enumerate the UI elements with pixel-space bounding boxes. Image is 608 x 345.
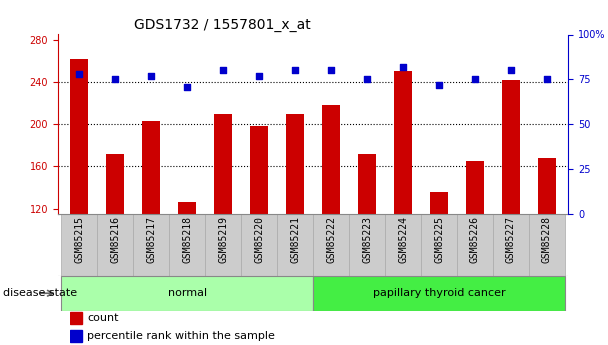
Bar — [142, 121, 161, 214]
Point — [218, 68, 228, 73]
Point — [147, 73, 156, 79]
Bar — [61, 214, 97, 276]
Bar — [178, 202, 196, 214]
Bar — [394, 71, 412, 214]
Bar — [97, 214, 133, 276]
Bar — [71, 59, 88, 214]
Bar — [169, 214, 206, 276]
Text: GSM85224: GSM85224 — [398, 216, 408, 263]
Text: GSM85227: GSM85227 — [506, 216, 516, 263]
Text: normal: normal — [168, 288, 207, 298]
Text: GDS1732 / 1557801_x_at: GDS1732 / 1557801_x_at — [134, 18, 311, 32]
Text: GSM85223: GSM85223 — [362, 216, 372, 263]
Text: GSM85226: GSM85226 — [470, 216, 480, 263]
Bar — [529, 214, 565, 276]
Point — [434, 82, 444, 88]
Text: GSM85228: GSM85228 — [542, 216, 552, 263]
Bar — [385, 214, 421, 276]
Point — [254, 73, 264, 79]
Bar — [277, 214, 313, 276]
Point — [290, 68, 300, 73]
Text: GSM85215: GSM85215 — [74, 216, 85, 263]
Text: GSM85219: GSM85219 — [218, 216, 228, 263]
Point — [398, 64, 408, 70]
Bar — [286, 114, 304, 214]
Bar — [538, 158, 556, 214]
Bar — [241, 214, 277, 276]
Text: GSM85218: GSM85218 — [182, 216, 192, 263]
Bar — [313, 276, 565, 310]
Text: GSM85221: GSM85221 — [290, 216, 300, 263]
Bar — [322, 105, 340, 214]
Point — [182, 84, 192, 89]
Text: percentile rank within the sample: percentile rank within the sample — [88, 332, 275, 341]
Point — [326, 68, 336, 73]
Point — [111, 77, 120, 82]
Bar — [430, 192, 448, 214]
Bar — [61, 276, 313, 310]
Bar — [421, 214, 457, 276]
Point — [542, 77, 552, 82]
Text: GSM85222: GSM85222 — [326, 216, 336, 263]
Text: count: count — [88, 314, 119, 323]
Bar — [457, 214, 493, 276]
Bar — [70, 330, 82, 342]
Point — [470, 77, 480, 82]
Bar — [70, 312, 82, 324]
Bar — [214, 114, 232, 214]
Bar — [313, 214, 349, 276]
Point — [362, 77, 372, 82]
Text: GSM85220: GSM85220 — [254, 216, 264, 263]
Bar — [358, 154, 376, 214]
Bar — [250, 126, 268, 214]
Bar — [502, 80, 520, 214]
Bar — [349, 214, 385, 276]
Bar — [206, 214, 241, 276]
Text: GSM85217: GSM85217 — [147, 216, 156, 263]
Point — [506, 68, 516, 73]
Bar — [493, 214, 529, 276]
Bar — [106, 154, 124, 214]
Text: disease state: disease state — [3, 288, 77, 298]
Bar — [466, 161, 484, 214]
Text: GSM85225: GSM85225 — [434, 216, 444, 263]
Text: GSM85216: GSM85216 — [110, 216, 120, 263]
Bar — [133, 214, 169, 276]
Point — [74, 71, 84, 77]
Text: papillary thyroid cancer: papillary thyroid cancer — [373, 288, 505, 298]
